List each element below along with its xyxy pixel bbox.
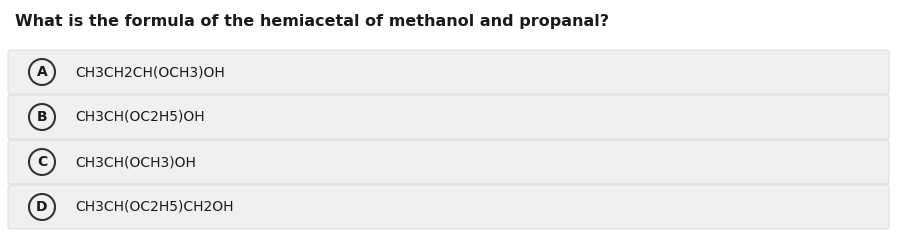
Text: D: D bbox=[36, 200, 48, 214]
Text: A: A bbox=[37, 65, 48, 79]
Text: CH3CH(OC2H5)CH2OH: CH3CH(OC2H5)CH2OH bbox=[75, 200, 233, 214]
Text: C: C bbox=[37, 155, 48, 169]
FancyBboxPatch shape bbox=[8, 185, 889, 229]
Text: B: B bbox=[37, 110, 48, 124]
Text: CH3CH2CH(OCH3)OH: CH3CH2CH(OCH3)OH bbox=[75, 65, 225, 79]
Text: What is the formula of the hemiacetal of methanol and propanal?: What is the formula of the hemiacetal of… bbox=[15, 14, 609, 29]
Text: CH3CH(OCH3)OH: CH3CH(OCH3)OH bbox=[75, 155, 196, 169]
FancyBboxPatch shape bbox=[8, 95, 889, 139]
Circle shape bbox=[29, 59, 55, 85]
Circle shape bbox=[29, 149, 55, 175]
Text: CH3CH(OC2H5)OH: CH3CH(OC2H5)OH bbox=[75, 110, 205, 124]
FancyBboxPatch shape bbox=[8, 50, 889, 94]
Circle shape bbox=[29, 194, 55, 220]
FancyBboxPatch shape bbox=[8, 140, 889, 184]
Circle shape bbox=[29, 104, 55, 130]
